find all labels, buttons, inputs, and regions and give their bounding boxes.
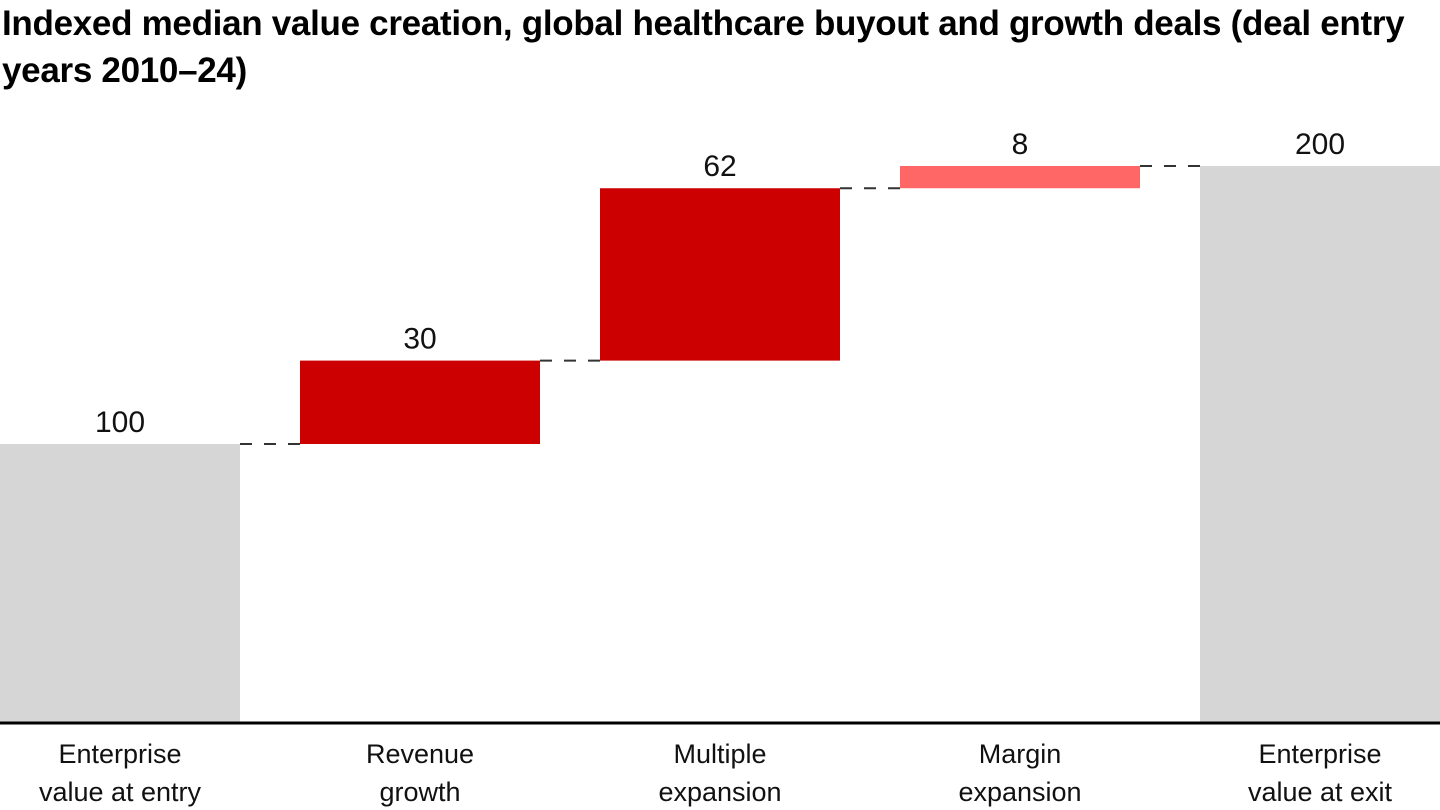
- category-label-2-1: expansion: [658, 777, 781, 807]
- chart-title: Indexed median value creation, global he…: [2, 4, 1405, 90]
- category-label-2-0: Multiple: [673, 739, 766, 769]
- bar-2: [600, 188, 840, 361]
- category-label-0-1: value at entry: [39, 777, 202, 807]
- bar-4: [1200, 166, 1440, 722]
- bar-0: [0, 444, 240, 722]
- value-label-3: 8: [1012, 128, 1029, 161]
- value-label-1: 30: [403, 323, 436, 356]
- bar-1: [300, 360, 540, 444]
- category-label-3-1: expansion: [958, 777, 1081, 807]
- category-label-1-1: growth: [379, 777, 460, 807]
- value-label-4: 200: [1295, 128, 1345, 161]
- category-label-4-0: Enterprise: [1258, 739, 1381, 769]
- category-label-3-0: Margin: [979, 739, 1062, 769]
- category-label-0-0: Enterprise: [58, 739, 181, 769]
- value-label-2: 62: [703, 150, 736, 183]
- category-label-4-1: value at exit: [1248, 777, 1393, 807]
- value-label-0: 100: [95, 406, 145, 439]
- category-label-1-0: Revenue: [366, 739, 474, 769]
- bar-3: [900, 166, 1140, 189]
